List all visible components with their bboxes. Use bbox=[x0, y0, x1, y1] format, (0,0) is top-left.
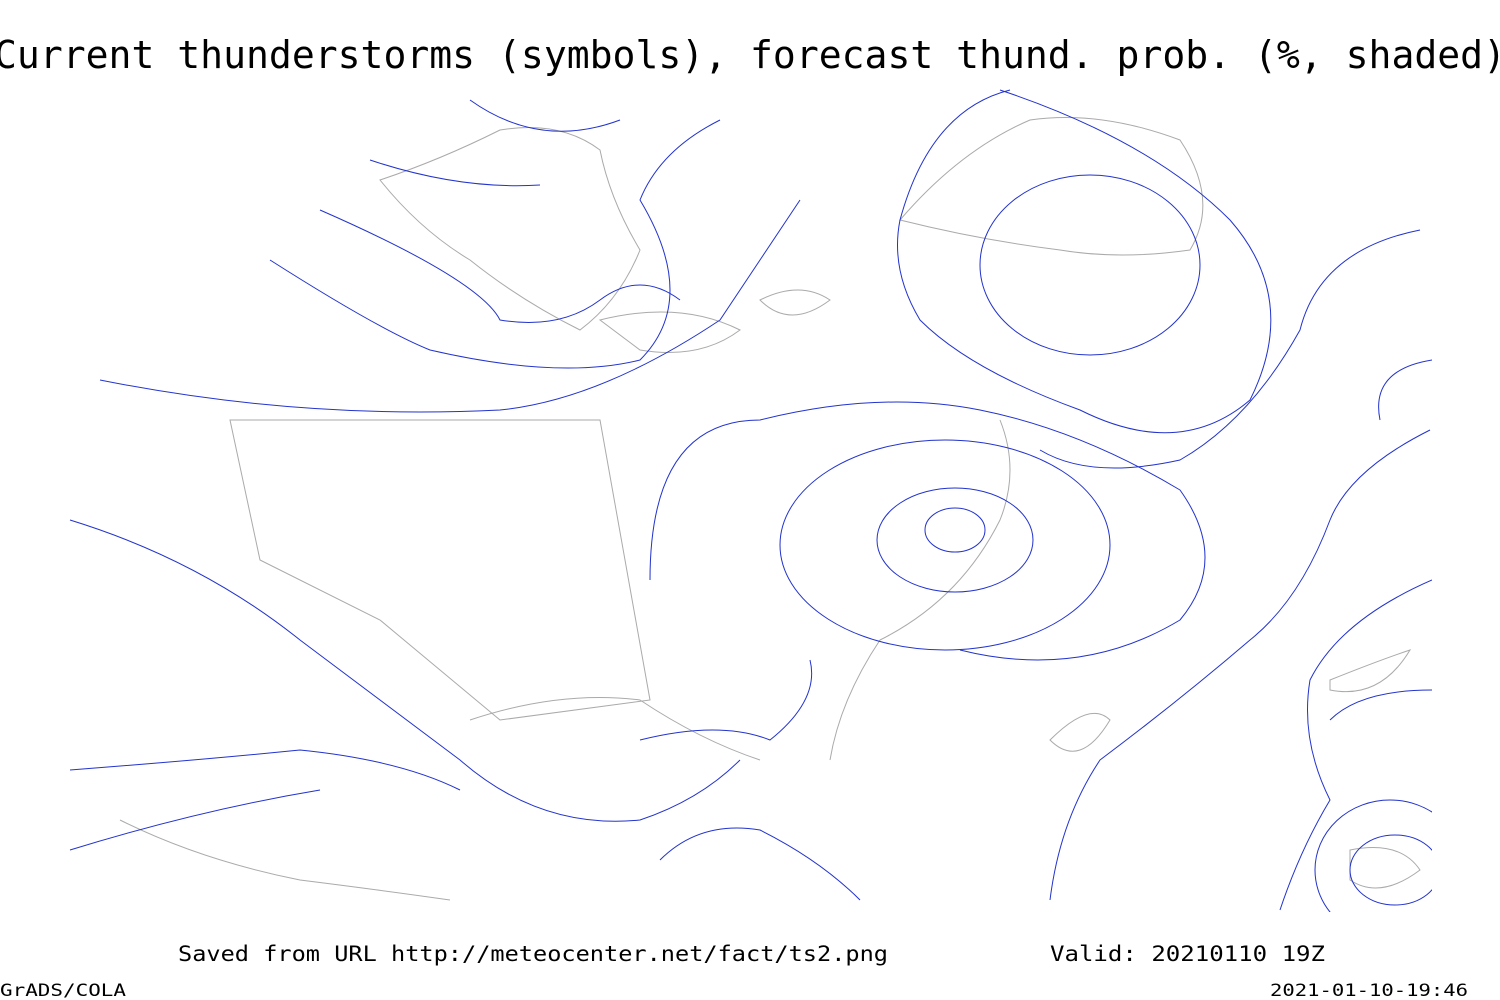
timestamp: 2021-01-10-19:46 bbox=[1270, 981, 1468, 1000]
valid-time: Valid: 20210110 19Z bbox=[1050, 942, 1325, 966]
software-credit: GrADS/COLA bbox=[0, 981, 126, 1000]
map-title: Current thunderstorms (symbols), forecas… bbox=[0, 33, 1500, 77]
isobars bbox=[69, 89, 1432, 912]
source-note: Saved from URL http://meteocenter.net/fa… bbox=[178, 942, 888, 966]
coastlines bbox=[119, 117, 1421, 901]
map-area bbox=[69, 89, 1432, 912]
